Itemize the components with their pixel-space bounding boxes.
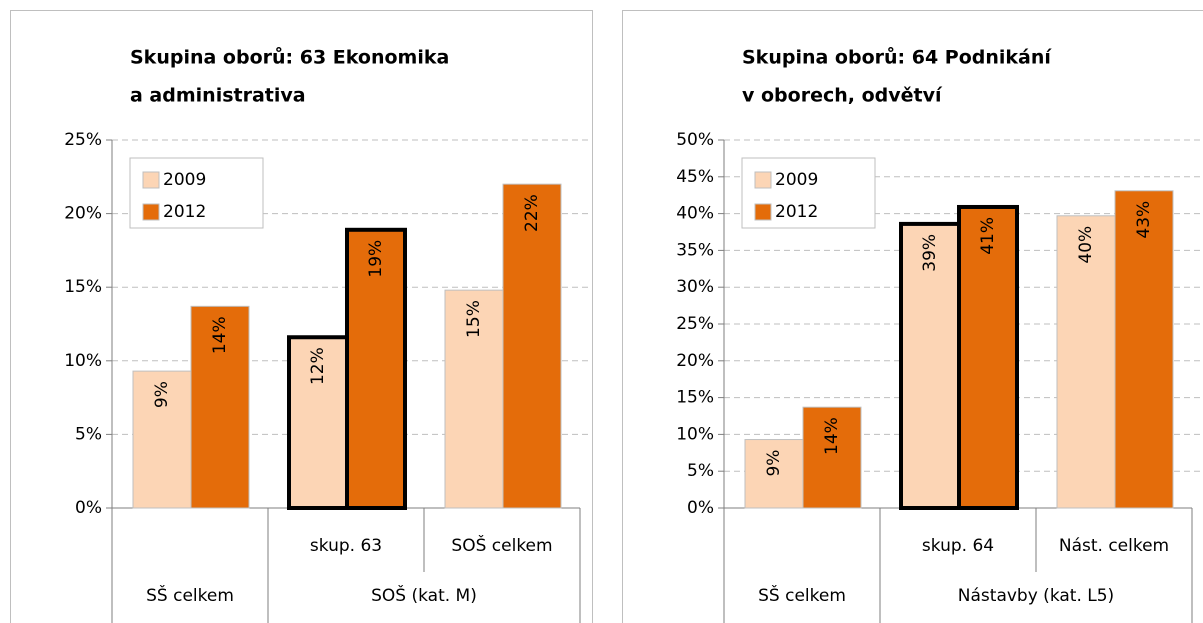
x-tick-label: SOŠ celkem [451, 534, 552, 556]
x-tick-label: Nást. celkem [1059, 536, 1169, 556]
data-label: 9% [764, 450, 784, 477]
x-tick-label: skup. 63 [310, 536, 382, 556]
y-tick-label: 10% [676, 424, 714, 444]
y-tick-label: 15% [64, 277, 102, 297]
y-tick-label: 10% [64, 351, 102, 371]
group-label: SŠ celkem [146, 584, 234, 606]
bar [802, 406, 862, 509]
y-tick-label: 35% [676, 240, 714, 260]
chart-title: Skupina oborů: 63 Ekonomika [130, 46, 449, 69]
group-label: SŠ celkem [758, 584, 846, 606]
chart: Skupina oborů: 64 Podnikání v oborech, od… [622, 10, 1203, 623]
chart-title: Skupina oborů: 64 Podnikání [742, 46, 1052, 69]
chart-title: a administrativa [130, 85, 306, 107]
chart: Skupina oborů: 63 Ekonomika a administrat… [10, 10, 593, 623]
legend-swatch [754, 171, 772, 189]
y-tick-label: 5% [687, 461, 714, 481]
data-label: 40% [1076, 226, 1096, 264]
bar [957, 204, 1019, 510]
data-label: 43% [1134, 201, 1154, 239]
bar [190, 305, 250, 509]
legend-label: 2009 [775, 170, 818, 190]
chart-title: v oborech, odvětví [742, 85, 943, 107]
y-tick-label: 5% [75, 424, 102, 444]
group-label: SOŠ (kat. M) [371, 584, 477, 606]
bar [1056, 215, 1116, 509]
y-tick-label: 20% [676, 351, 714, 371]
y-tick-label: 40% [676, 204, 714, 224]
legend-label: 2012 [775, 202, 818, 222]
y-tick-label: 0% [687, 498, 714, 518]
y-tick-label: 25% [676, 314, 714, 334]
data-label: 12% [308, 347, 328, 385]
bar [132, 370, 192, 509]
y-tick-label: 20% [64, 204, 102, 224]
x-tick-label: skup. 64 [922, 536, 994, 556]
data-label: 22% [522, 194, 542, 232]
data-label: 14% [822, 417, 842, 455]
y-tick-label: 25% [64, 130, 102, 150]
data-label: 9% [152, 381, 172, 408]
y-tick-label: 0% [75, 498, 102, 518]
bar [502, 183, 562, 509]
legend-label: 2009 [163, 170, 206, 190]
legend-swatch [142, 203, 160, 221]
data-label: 39% [920, 234, 940, 272]
data-label: 15% [464, 300, 484, 338]
y-tick-label: 30% [676, 277, 714, 297]
y-tick-label: 15% [676, 388, 714, 408]
bar [899, 221, 961, 511]
bar [444, 289, 504, 509]
data-label: 41% [978, 217, 998, 255]
legend-swatch [142, 171, 160, 189]
bar [1114, 190, 1174, 509]
bar [744, 439, 804, 509]
y-tick-label: 45% [676, 167, 714, 187]
data-label: 19% [366, 240, 386, 278]
legend-label: 2012 [163, 202, 206, 222]
y-tick-label: 50% [676, 130, 714, 150]
legend-swatch [754, 203, 772, 221]
bar [345, 227, 407, 511]
data-label: 14% [210, 316, 230, 354]
group-label: Nástavby (kat. L5) [958, 586, 1114, 606]
